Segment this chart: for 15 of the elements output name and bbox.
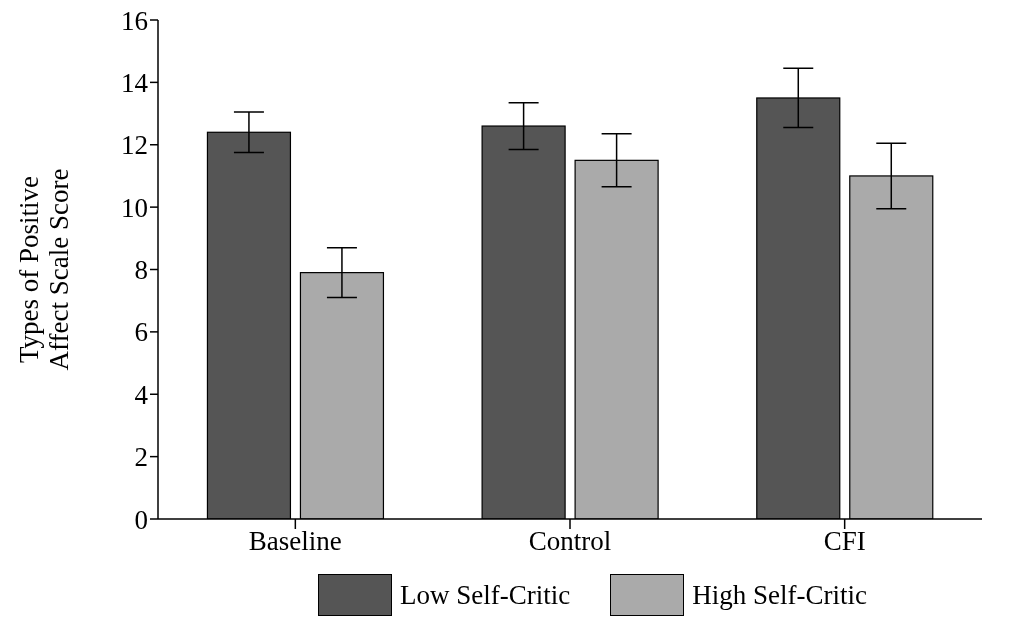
legend-label: Low Self-Critic <box>400 579 571 611</box>
y-tick-label: 8 <box>134 255 148 286</box>
x-tick-label: Baseline <box>248 526 342 557</box>
y-tick-label: 16 <box>121 5 148 36</box>
legend-label: High Self-Critic <box>692 579 867 611</box>
y-axis-title: Types of Positive Affect Scale Score <box>14 168 74 371</box>
y-tick-label: 4 <box>134 379 149 410</box>
y-tick-label: 6 <box>134 317 148 348</box>
y-tick-label: 12 <box>121 130 148 161</box>
x-tick-label: Control <box>528 526 612 557</box>
x-tick-label: CFI <box>823 526 866 557</box>
y-tick-label: 2 <box>134 442 148 473</box>
y-tick-label: 14 <box>121 67 149 98</box>
y-tick-label: 10 <box>121 192 148 223</box>
y-tick-label: 0 <box>134 504 148 535</box>
